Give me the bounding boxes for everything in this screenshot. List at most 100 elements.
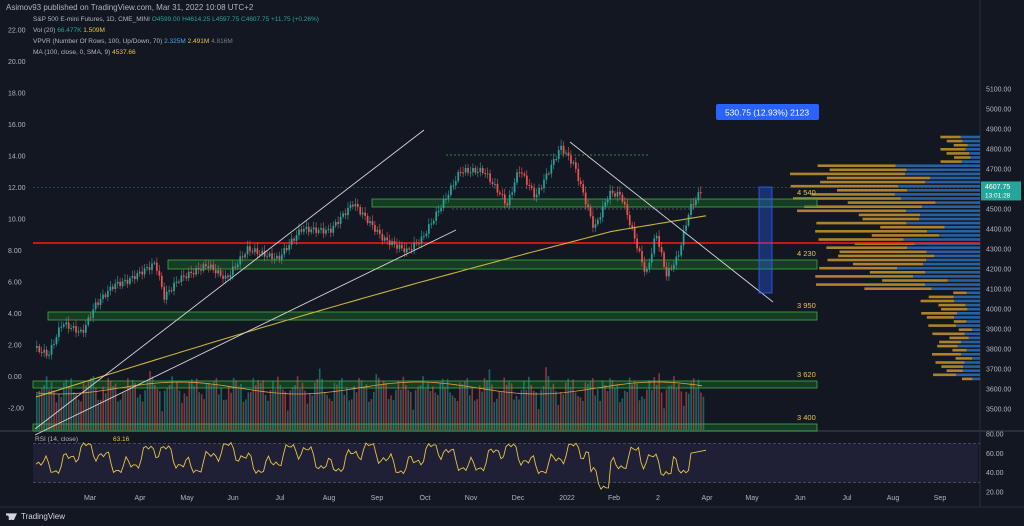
volume-bar bbox=[680, 391, 683, 430]
volume-bar bbox=[232, 377, 235, 430]
legend-vpvr[interactable]: VPVR (Number Of Rows, 100, Up/Down, 70) … bbox=[33, 38, 233, 45]
candle-body bbox=[636, 238, 638, 249]
vp-row-down bbox=[790, 184, 899, 188]
volume-bar bbox=[311, 395, 314, 430]
volume-bar bbox=[284, 391, 287, 430]
candle-body bbox=[614, 193, 616, 197]
volume-bar bbox=[67, 385, 70, 430]
vp-row-down bbox=[955, 357, 973, 360]
volume-bar bbox=[72, 392, 75, 430]
volume-bar bbox=[665, 389, 668, 430]
volume-bar bbox=[587, 383, 589, 430]
last-price-countdown: 13:01:28 bbox=[985, 192, 1011, 199]
candle-body bbox=[178, 281, 180, 283]
left-tick: 16.00 bbox=[8, 122, 26, 129]
legend-ma[interactable]: MA (100, close, 0, SMA, 9) 4537.66 bbox=[33, 49, 136, 56]
vp-row-down bbox=[952, 348, 967, 352]
volume-bar bbox=[444, 386, 446, 430]
volume-bar bbox=[429, 390, 432, 430]
volume-bar bbox=[417, 386, 419, 430]
legend-volume[interactable]: Vol (20) 66.477K 1.509M bbox=[33, 27, 105, 34]
candle-body bbox=[697, 192, 700, 201]
candle-body bbox=[295, 235, 298, 241]
volume-bar bbox=[136, 397, 139, 430]
vp-row-up bbox=[967, 307, 980, 311]
vp-row-down bbox=[864, 287, 932, 290]
volume-bar bbox=[129, 385, 132, 430]
candle-body bbox=[481, 168, 484, 173]
zone-label: 3 400 bbox=[797, 413, 816, 422]
volume-bar bbox=[178, 390, 181, 430]
volume-bar bbox=[338, 381, 341, 430]
candle-body bbox=[315, 227, 317, 233]
vp-row-up bbox=[962, 139, 980, 143]
left-tick: 4.00 bbox=[8, 311, 22, 318]
legend-symbol[interactable]: S&P 500 E-mini Futures, 1D, CME_MINI O45… bbox=[33, 16, 319, 23]
candle-body bbox=[195, 268, 197, 275]
vp-row-up bbox=[965, 148, 980, 151]
price-tick: 3700.00 bbox=[986, 367, 1011, 374]
candle-body bbox=[442, 199, 445, 209]
volume-bar bbox=[520, 389, 523, 430]
candle-body bbox=[38, 346, 41, 352]
candle-body bbox=[305, 226, 308, 230]
candle-body bbox=[437, 211, 440, 213]
volume-bar bbox=[124, 392, 127, 430]
vp-row-down bbox=[928, 295, 954, 299]
volume-bar bbox=[468, 395, 471, 430]
candle-body bbox=[116, 281, 119, 284]
price-tick: 4000.00 bbox=[986, 307, 1011, 314]
candle-body bbox=[405, 248, 408, 253]
vp-row-up bbox=[965, 303, 980, 307]
candle-body bbox=[611, 190, 614, 194]
candle-body bbox=[158, 270, 161, 276]
volume-bar bbox=[530, 384, 533, 430]
date-tick: Apr bbox=[702, 495, 714, 502]
vp-row-down bbox=[954, 156, 971, 159]
candle-body bbox=[499, 192, 501, 195]
vp-row-up bbox=[912, 275, 980, 278]
volume-bar bbox=[609, 378, 611, 430]
left-tick: 0.00 bbox=[8, 374, 22, 381]
candle-body bbox=[92, 309, 95, 318]
volume-bar bbox=[547, 376, 550, 430]
candle-body bbox=[589, 207, 592, 217]
candle-body bbox=[413, 242, 415, 250]
candle-body bbox=[501, 194, 504, 196]
volume-bar bbox=[90, 377, 92, 430]
candle-body bbox=[609, 190, 611, 200]
volume-bar bbox=[564, 382, 567, 430]
candle-body bbox=[682, 230, 685, 246]
moving-average-line bbox=[35, 215, 707, 398]
vp-row-down bbox=[862, 217, 920, 221]
candle-body bbox=[339, 216, 342, 224]
vp-row-down bbox=[815, 275, 913, 278]
candle-body bbox=[403, 248, 406, 253]
volume-bar bbox=[193, 386, 196, 430]
date-tick: Oct bbox=[420, 495, 431, 502]
volume-bar bbox=[557, 405, 560, 430]
volume-bar bbox=[331, 401, 333, 430]
candle-body bbox=[528, 184, 531, 186]
date-tick: Nov bbox=[465, 495, 478, 502]
vp-row-down bbox=[940, 160, 962, 163]
candle-body bbox=[391, 241, 393, 246]
price-tick: 3900.00 bbox=[986, 327, 1011, 334]
candle-body bbox=[234, 266, 237, 268]
volume-bar bbox=[496, 398, 498, 430]
volume-bar bbox=[220, 387, 223, 430]
last-price-value: 4607.75 bbox=[985, 184, 1010, 191]
zone-box bbox=[32, 380, 818, 389]
volume-bar bbox=[700, 392, 702, 430]
volume-bar bbox=[183, 393, 186, 430]
candle-body bbox=[82, 329, 85, 333]
volume-bar bbox=[257, 380, 259, 430]
vp-row-up bbox=[968, 336, 980, 340]
volume-bar bbox=[205, 383, 208, 430]
vp-row-down bbox=[932, 353, 962, 356]
candle-body bbox=[87, 317, 90, 326]
date-tick: Sep bbox=[371, 495, 384, 502]
candle-body bbox=[533, 188, 536, 198]
candle-body bbox=[621, 194, 624, 202]
